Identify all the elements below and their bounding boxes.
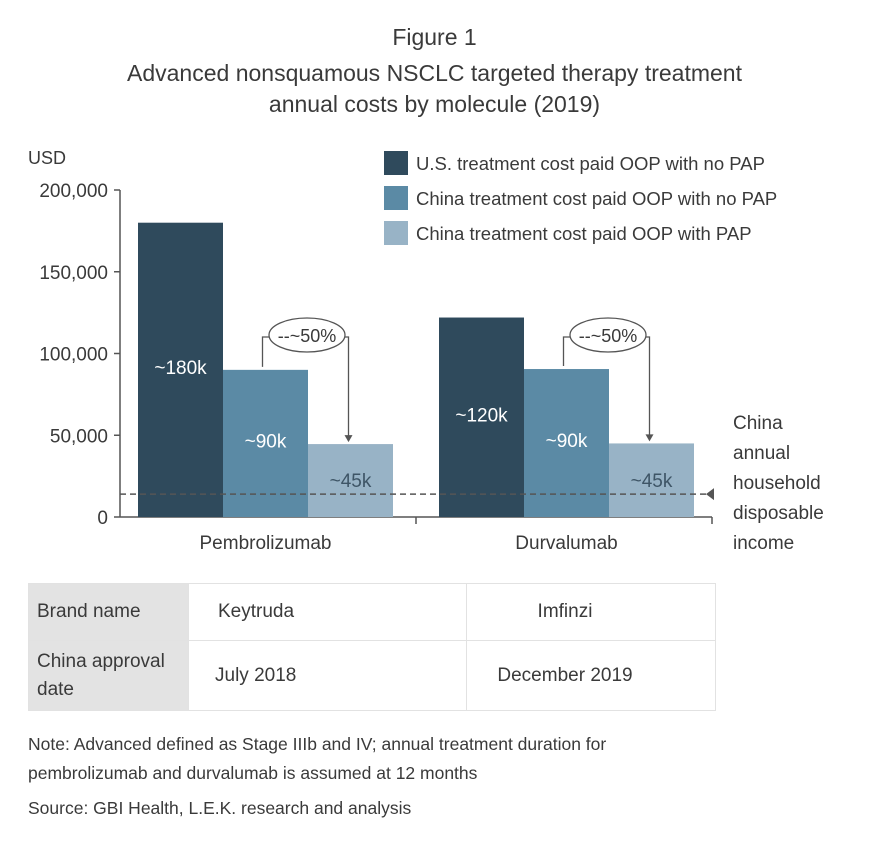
brand-table: Brand name Keytruda Imfinzi China approv…: [28, 583, 716, 711]
data-label: ~90k: [546, 431, 588, 452]
legend-swatch: [384, 221, 408, 245]
bar: [524, 369, 609, 517]
table-row: Brand name Keytruda Imfinzi: [28, 583, 716, 641]
data-label: ~180k: [154, 358, 207, 379]
bar: [223, 369, 308, 517]
table-cell: July 2018: [188, 640, 467, 711]
data-label: ~45k: [330, 471, 372, 492]
reference-label: disposable: [733, 503, 824, 524]
annotation-text: --~50%: [278, 326, 337, 346]
legend-swatch: [384, 151, 408, 175]
arrow-head: [645, 434, 654, 442]
y-axis-label: USD: [28, 148, 66, 168]
bar: [138, 222, 223, 517]
arrow-head: [344, 435, 353, 443]
bracket-line: [261, 336, 271, 367]
data-label: ~120k: [455, 405, 508, 426]
reference-label: China: [733, 413, 783, 434]
annotation-bubble: [569, 317, 647, 353]
y-tick-label: 200,000: [39, 181, 108, 202]
source: Source: GBI Health, L.E.K. research and …: [28, 798, 412, 818]
bar: [609, 443, 694, 517]
data-label: ~45k: [631, 471, 673, 492]
category-label: Durvalumab: [515, 533, 617, 554]
table-cell: Keytruda: [188, 583, 467, 641]
reference-arrow: [706, 488, 714, 501]
annotation-bubble: [268, 317, 346, 353]
table-cell: December 2019: [466, 640, 716, 711]
data-label: ~90k: [245, 431, 287, 452]
reference-label: annual: [733, 443, 790, 464]
bar-chart: USD 0 50,000 100,000 150,000 200,000 Pembroliz…: [28, 148, 824, 554]
annotation-text: --~50%: [579, 326, 638, 346]
figure-label: Figure 1: [392, 24, 477, 50]
bracket-line: [340, 336, 350, 437]
reference-label: income: [733, 533, 794, 554]
legend-label: U.S. treatment cost paid OOP with no PAP: [416, 153, 765, 174]
category-label: Pembrolizumab: [200, 533, 332, 554]
note-line1: Note: Advanced defined as Stage IIIb and…: [28, 734, 607, 754]
row-header: China approval date: [28, 640, 189, 711]
legend-label: China treatment cost paid OOP with no PA…: [416, 188, 777, 209]
table-row: China approval date July 2018 December 2…: [28, 640, 716, 711]
bracket-line: [562, 336, 572, 367]
bar: [439, 317, 524, 517]
note-line2: pembrolizumab and durvalumab is assumed …: [28, 763, 478, 783]
reference-label: household: [733, 473, 821, 494]
bar: [308, 444, 393, 517]
chart-title-line1: Advanced nonsquamous NSCLC targeted ther…: [127, 60, 742, 86]
legend-swatch: [384, 186, 408, 210]
y-tick-label: 0: [97, 508, 108, 529]
y-tick-label: 50,000: [50, 426, 108, 447]
row-header: Brand name: [28, 583, 189, 641]
bracket-line: [641, 336, 651, 436]
table-cell: Imfinzi: [466, 583, 716, 641]
y-tick-label: 100,000: [39, 345, 108, 366]
chart-title-line2: annual costs by molecule (2019): [268, 91, 601, 117]
legend-label: China treatment cost paid OOP with PAP: [416, 223, 752, 244]
y-tick-label: 150,000: [39, 263, 108, 284]
